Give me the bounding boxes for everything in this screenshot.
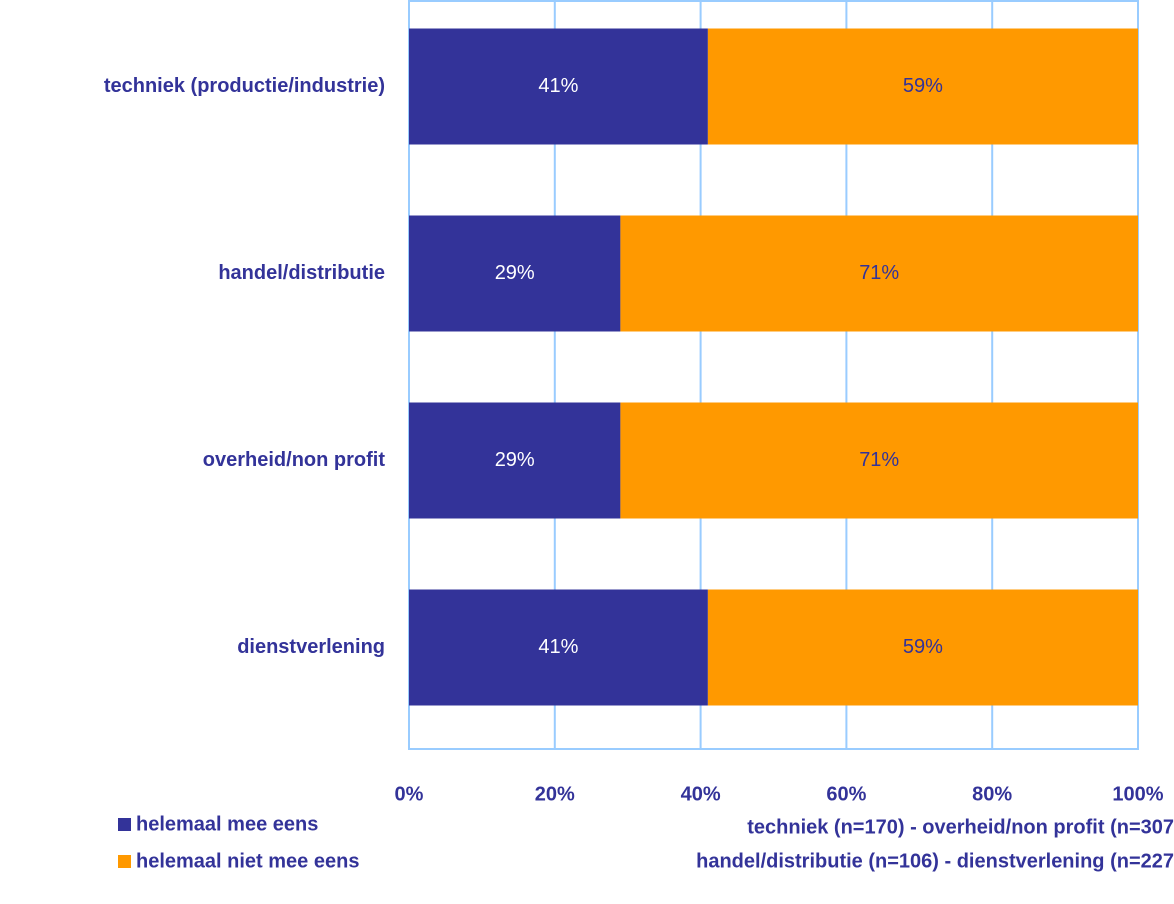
- legend-label: helemaal mee eens: [136, 813, 318, 835]
- x-tick-label: 0%: [395, 783, 424, 805]
- data-label: 41%: [538, 75, 578, 97]
- category-label: techniek (productie/industrie): [104, 75, 385, 97]
- category-label: dienstverlening: [237, 636, 385, 658]
- bar-segment: [620, 215, 1138, 332]
- bar-segment: [409, 402, 621, 519]
- footnote: handel/distributie (n=106) - dienstverle…: [696, 850, 1174, 872]
- data-label: 59%: [903, 75, 943, 97]
- legend-swatch: [118, 855, 131, 868]
- bar-segment: [707, 28, 1138, 145]
- bar-segment: [409, 28, 708, 145]
- data-label: 29%: [495, 449, 535, 471]
- bar-segment: [409, 215, 621, 332]
- x-tick-label: 60%: [826, 783, 866, 805]
- x-tick-label: 20%: [535, 783, 575, 805]
- footnote: techniek (n=170) - overheid/non profit (…: [747, 816, 1174, 838]
- x-tick-label: 40%: [681, 783, 721, 805]
- bar-segment: [620, 402, 1138, 519]
- data-label: 71%: [859, 449, 899, 471]
- x-tick-label: 100%: [1112, 783, 1163, 805]
- plot-frame: [408, 0, 1139, 750]
- legend-swatch: [118, 818, 131, 831]
- x-tick-label: 80%: [972, 783, 1012, 805]
- data-label: 59%: [903, 636, 943, 658]
- legend-label: helemaal niet mee eens: [136, 850, 359, 872]
- category-label: handel/distributie: [218, 262, 385, 284]
- bar-segment: [707, 589, 1138, 706]
- bar-segment: [409, 589, 708, 706]
- data-label: 41%: [538, 636, 578, 658]
- data-label: 71%: [859, 262, 899, 284]
- data-label: 29%: [495, 262, 535, 284]
- category-label: overheid/non profit: [203, 449, 386, 471]
